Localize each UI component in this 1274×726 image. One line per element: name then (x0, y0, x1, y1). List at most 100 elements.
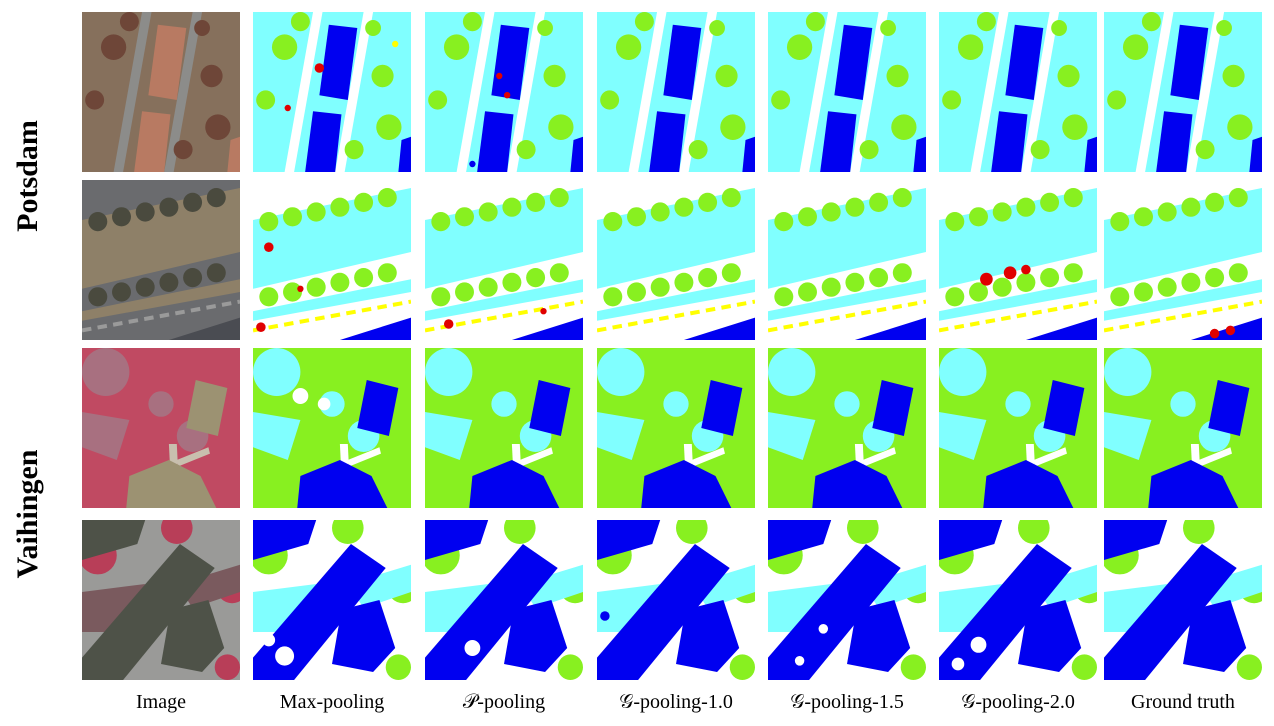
region (1170, 24, 1209, 100)
region (82, 520, 146, 560)
region (721, 263, 741, 283)
region (1104, 279, 1262, 321)
region (597, 412, 645, 460)
region (603, 287, 623, 307)
region (720, 114, 746, 140)
region (305, 111, 342, 172)
noise (600, 611, 610, 621)
region (1043, 380, 1085, 436)
region (455, 207, 474, 227)
region (1186, 12, 1225, 172)
region (847, 520, 879, 544)
noise (264, 242, 274, 252)
image-tile (939, 12, 1097, 173)
region (892, 263, 912, 283)
region (1183, 600, 1247, 672)
region (1033, 564, 1097, 609)
region (543, 64, 566, 88)
image-tile (425, 348, 583, 508)
image-tile (597, 348, 755, 508)
region (100, 34, 127, 60)
region (176, 564, 240, 609)
region (376, 114, 402, 140)
region (615, 34, 642, 60)
region (945, 212, 965, 232)
region (1104, 544, 1237, 680)
region (663, 24, 702, 100)
image-tile (253, 348, 411, 508)
region (526, 192, 546, 212)
region (1170, 391, 1196, 417)
region (82, 584, 146, 632)
image-tile (1104, 12, 1262, 173)
region (650, 202, 670, 222)
region (354, 192, 374, 212)
region (570, 136, 583, 173)
image-tile (253, 180, 411, 341)
image-tile (597, 180, 755, 341)
region (253, 348, 301, 396)
region (200, 64, 223, 88)
region (1157, 202, 1177, 222)
region (425, 520, 489, 560)
region (135, 202, 155, 222)
region (1216, 20, 1232, 36)
image-tile (425, 12, 583, 173)
region (698, 192, 718, 212)
noise (297, 285, 304, 292)
region (119, 12, 139, 32)
noise (504, 92, 511, 99)
region (134, 111, 171, 172)
image-tile (82, 520, 240, 681)
region (112, 282, 131, 302)
region (148, 24, 187, 100)
region (1110, 287, 1130, 307)
region (691, 447, 725, 467)
region (862, 447, 896, 467)
region (603, 212, 623, 232)
region (1148, 460, 1239, 508)
region (1141, 12, 1161, 32)
region (597, 279, 755, 321)
image-tile (82, 180, 240, 341)
region (1062, 114, 1088, 140)
region (88, 212, 108, 232)
image-tile (425, 180, 583, 341)
region (976, 12, 996, 32)
region (674, 272, 694, 292)
region (597, 348, 645, 396)
noise (392, 40, 399, 48)
region (821, 202, 841, 222)
region (805, 12, 825, 32)
region (891, 114, 917, 140)
region (253, 412, 301, 460)
region (869, 192, 889, 212)
region (768, 279, 926, 321)
region (1040, 192, 1060, 212)
region (992, 277, 1012, 297)
region (627, 207, 646, 227)
region (862, 564, 926, 609)
region (284, 12, 323, 172)
region (259, 212, 279, 232)
region (425, 544, 558, 680)
region (82, 279, 240, 321)
region (676, 520, 708, 544)
region (641, 460, 732, 508)
region (283, 207, 302, 227)
region (768, 544, 901, 680)
region (892, 188, 912, 208)
region (1018, 600, 1082, 672)
region (256, 90, 276, 110)
region (469, 460, 560, 508)
marking (768, 299, 926, 333)
region (597, 584, 661, 632)
region (768, 584, 832, 632)
region (491, 24, 530, 100)
region (886, 64, 909, 88)
region (1071, 654, 1097, 681)
region (126, 460, 217, 508)
region (913, 136, 926, 173)
region (649, 111, 686, 172)
region (1195, 140, 1215, 160)
